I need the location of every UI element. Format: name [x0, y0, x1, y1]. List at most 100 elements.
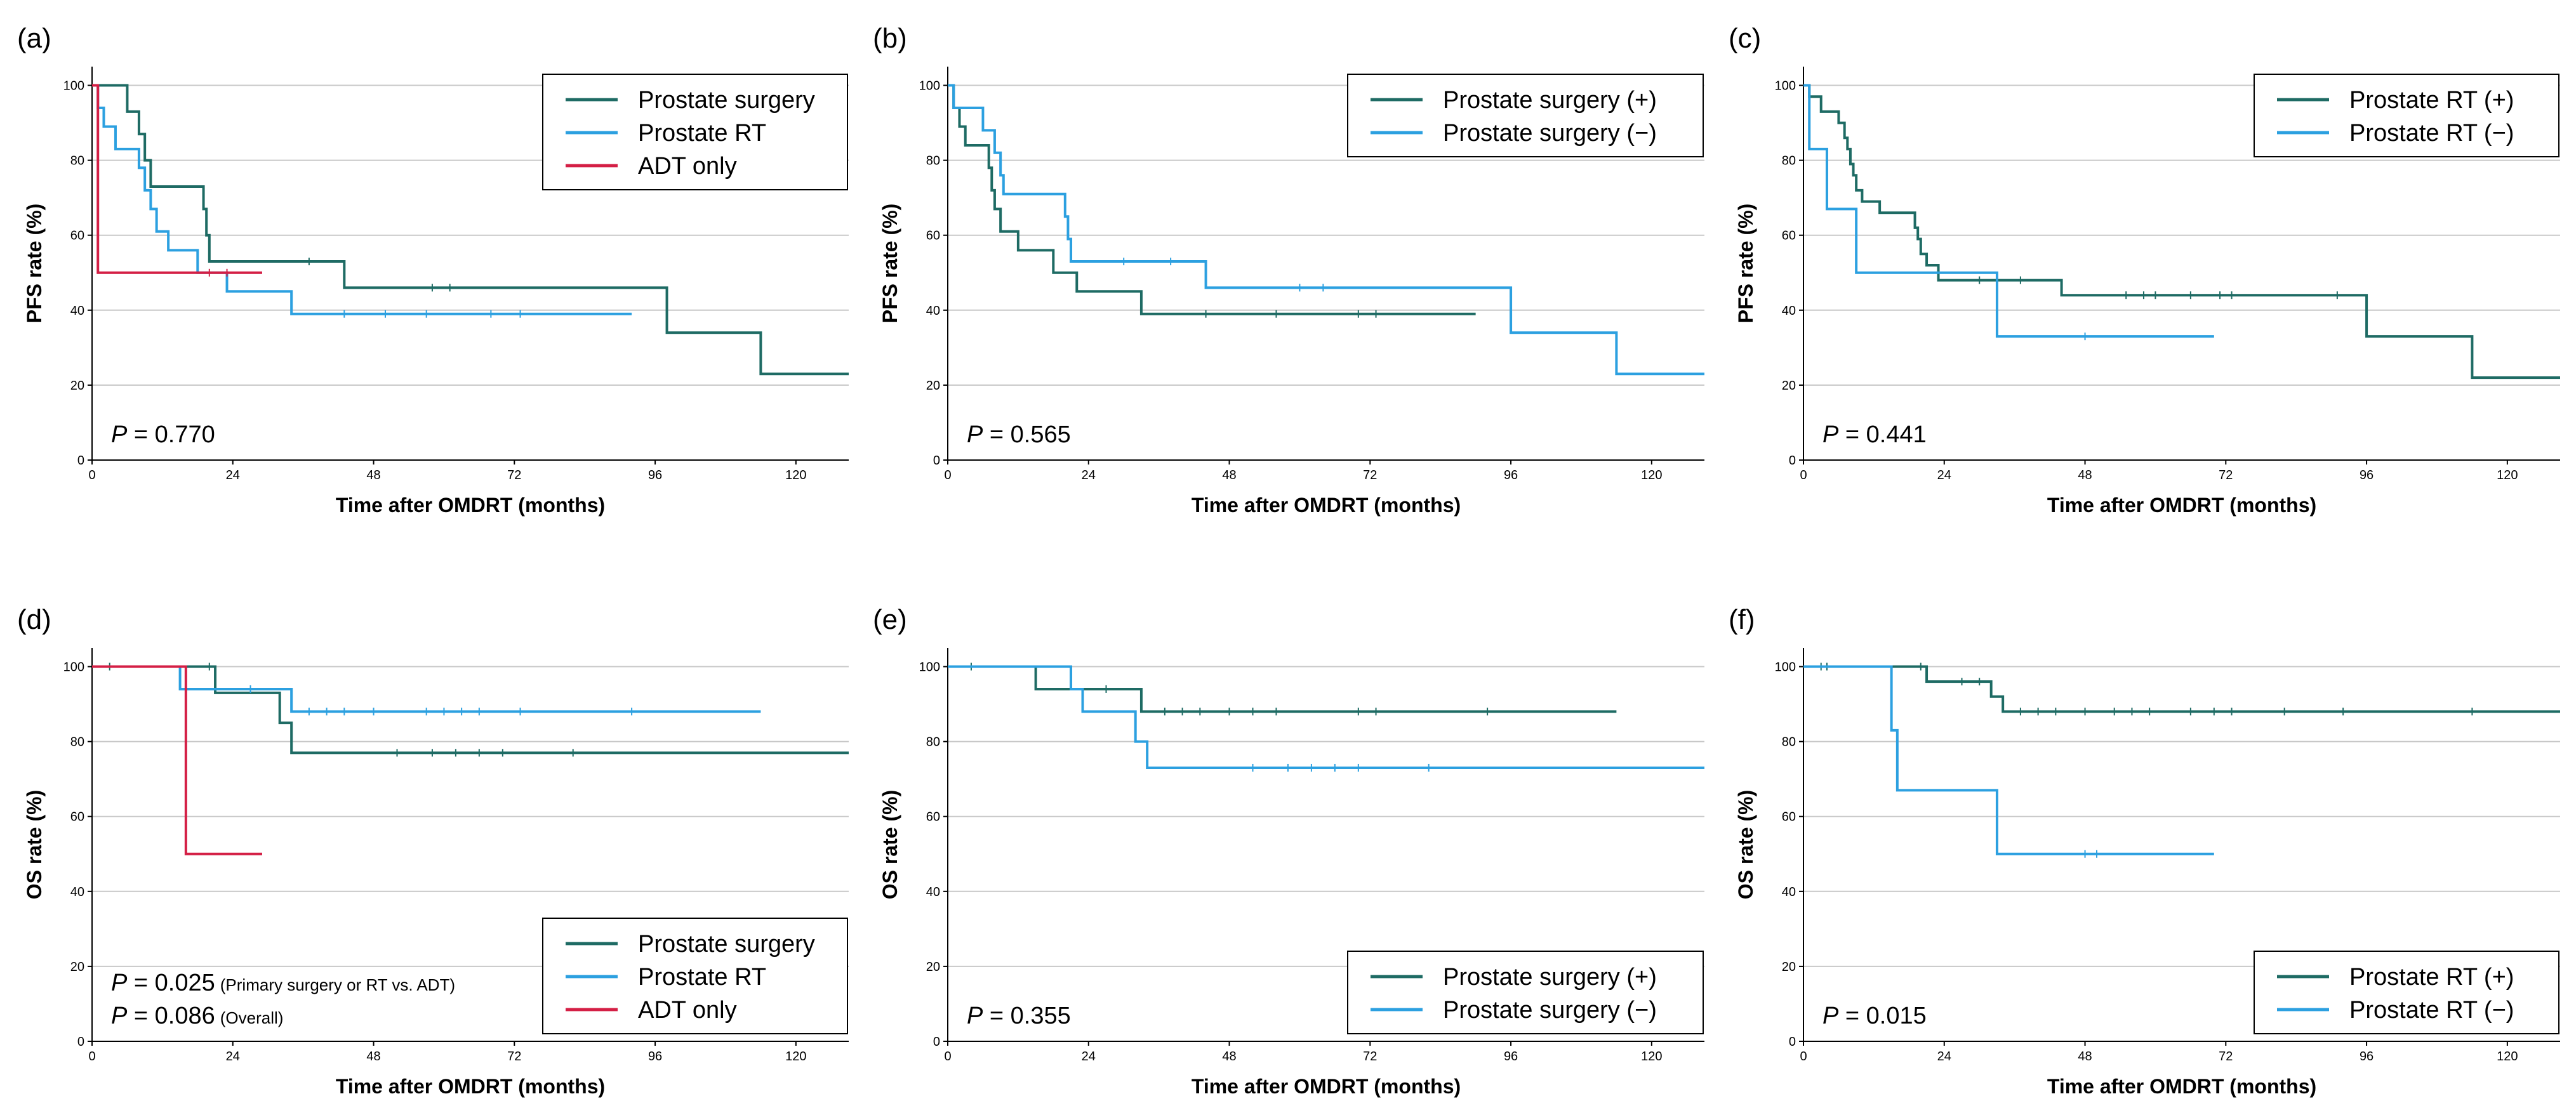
y-tick-label: 60 [70, 810, 84, 824]
p-value-text: = 0.025 [127, 970, 215, 996]
chart-panel-5: (e) 0 20 40 60 80 100 0 24 48 72 96 120 Time after OM… [873, 604, 1704, 1098]
panel-letter: (c) [1729, 23, 1761, 54]
y-tick-label: 40 [1782, 885, 1796, 899]
y-tick-label: 40 [70, 885, 84, 899]
y-tick-label: 80 [926, 154, 940, 168]
x-axis-title: Time after OMDRT (months) [2047, 494, 2316, 517]
x-tick-label: 96 [1504, 1050, 1518, 1064]
y-tick-label: 20 [70, 960, 84, 974]
km-curve-prostate-surgery- [948, 84, 1476, 315]
y-tick-label: 20 [70, 379, 84, 393]
legend-label: Prostate surgery (−) [1443, 997, 1657, 1024]
p-value-text: = 0.770 [127, 421, 215, 448]
y-tick-label: 80 [70, 735, 84, 749]
x-tick-label: 48 [2078, 468, 2092, 482]
km-curve-prostate-surgery- [948, 84, 1704, 376]
legend: Prostate surgery (+) Prostate surgery (−) [1347, 74, 1704, 157]
km-curve-adt-only [92, 84, 262, 274]
x-axis-title: Time after OMDRT (months) [1192, 494, 1461, 517]
y-tick-label: 100 [1775, 79, 1796, 93]
x-tick-label: 24 [1937, 1050, 1951, 1064]
p-value-symbol: P [111, 970, 128, 996]
y-tick-label: 20 [1782, 960, 1796, 974]
y-tick-label: 60 [1782, 810, 1796, 824]
y-tick-label: 60 [926, 810, 940, 824]
p-value: P = 0.355 [967, 1003, 1071, 1029]
p-value-text: = 0.355 [983, 1003, 1070, 1029]
x-tick-label: 96 [2360, 1050, 2374, 1064]
y-axis-title: OS rate (%) [1734, 790, 1757, 899]
km-curve-prostate-rt- [1803, 84, 2214, 338]
y-tick-label: 60 [926, 229, 940, 243]
legend-label: Prostate surgery [638, 931, 815, 958]
y-axis-title: OS rate (%) [23, 790, 46, 899]
legend-label: Prostate RT (−) [2349, 120, 2514, 147]
y-tick-label: 80 [1782, 735, 1796, 749]
x-tick-label: 72 [1363, 1050, 1377, 1064]
y-axis-title: OS rate (%) [879, 790, 901, 899]
y-tick-label: 100 [919, 79, 940, 93]
x-tick-label: 120 [1641, 468, 1662, 482]
x-tick-label: 72 [507, 468, 521, 482]
y-tick-label: 0 [1789, 1035, 1796, 1049]
chart-panel-1: (a) 0 20 40 60 80 100 0 24 48 72 96 120 Time after OM… [17, 23, 849, 517]
legend-label: ADT only [638, 997, 737, 1024]
x-tick-label: 24 [226, 1050, 240, 1064]
x-tick-label: 48 [1222, 1050, 1236, 1064]
legend-box [1347, 74, 1704, 157]
x-tick-label: 48 [2078, 1050, 2092, 1064]
chart-panel-2: (b) 0 20 40 60 80 100 0 24 48 72 96 120 Time after OM… [873, 23, 1704, 517]
x-tick-label: 48 [1222, 468, 1236, 482]
legend-label: Prostate surgery [638, 87, 815, 114]
legend: Prostate surgery Prostate RT ADT only [542, 918, 848, 1034]
km-curve-prostate-surgery- [948, 665, 1617, 713]
panel-letter: (a) [17, 23, 51, 54]
panel-letter: (f) [1729, 604, 1755, 635]
x-tick-label: 120 [2497, 1050, 2518, 1064]
x-tick-label: 24 [1082, 468, 1096, 482]
x-axis-title: Time after OMDRT (months) [2047, 1075, 2316, 1098]
legend-label: Prostate RT [638, 120, 766, 147]
km-curve-prostate-surgery- [948, 665, 1704, 769]
legend-label: Prostate surgery (−) [1443, 120, 1657, 147]
km-curve-prostate-surgery [92, 665, 849, 754]
y-tick-label: 20 [926, 960, 940, 974]
p-value-note: (Primary surgery or RT vs. ADT) [220, 975, 455, 994]
y-tick-label: 20 [1782, 379, 1796, 393]
panel-letter: (b) [873, 23, 907, 54]
chart-panel-4: (d) 0 20 40 60 80 100 0 24 48 72 96 120 Time after OM… [17, 604, 849, 1098]
x-axis-title: Time after OMDRT (months) [336, 1075, 605, 1098]
p-value-symbol: P [1822, 421, 1839, 448]
x-tick-label: 96 [1504, 468, 1518, 482]
x-tick-label: 96 [648, 468, 662, 482]
y-tick-label: 60 [1782, 229, 1796, 243]
y-tick-label: 80 [70, 154, 84, 168]
p-value: P = 0.025 (Primary surgery or RT vs. ADT) [111, 970, 455, 996]
x-tick-label: 0 [944, 468, 951, 482]
p-value-symbol: P [967, 421, 983, 448]
legend-label: Prostate RT (+) [2349, 87, 2514, 114]
legend: Prostate surgery (+) Prostate surgery (−) [1347, 951, 1704, 1034]
y-tick-label: 0 [933, 454, 940, 468]
y-tick-label: 80 [926, 735, 940, 749]
y-tick-label: 60 [70, 229, 84, 243]
legend-label: Prostate RT [638, 964, 766, 991]
y-axis-title: PFS rate (%) [1734, 204, 1757, 323]
x-tick-label: 0 [944, 1050, 951, 1064]
p-value-symbol: P [111, 421, 128, 448]
p-value-text: = 0.565 [983, 421, 1070, 448]
x-tick-label: 120 [2497, 468, 2518, 482]
y-tick-label: 0 [1789, 454, 1796, 468]
legend-label: Prostate RT (−) [2349, 997, 2514, 1024]
x-tick-label: 96 [2360, 468, 2374, 482]
legend-label: Prostate surgery (+) [1443, 87, 1657, 114]
km-curve-adt-only [92, 665, 262, 855]
p-value-note: (Overall) [220, 1008, 284, 1027]
x-axis-title: Time after OMDRT (months) [1192, 1075, 1461, 1098]
x-tick-label: 120 [785, 468, 806, 482]
p-value-text: = 0.441 [1838, 421, 1926, 448]
y-tick-label: 40 [70, 304, 84, 318]
km-curve-prostate-rt- [1803, 665, 2214, 855]
x-tick-label: 72 [2219, 468, 2233, 482]
legend: Prostate surgery Prostate RT ADT only [542, 74, 848, 190]
